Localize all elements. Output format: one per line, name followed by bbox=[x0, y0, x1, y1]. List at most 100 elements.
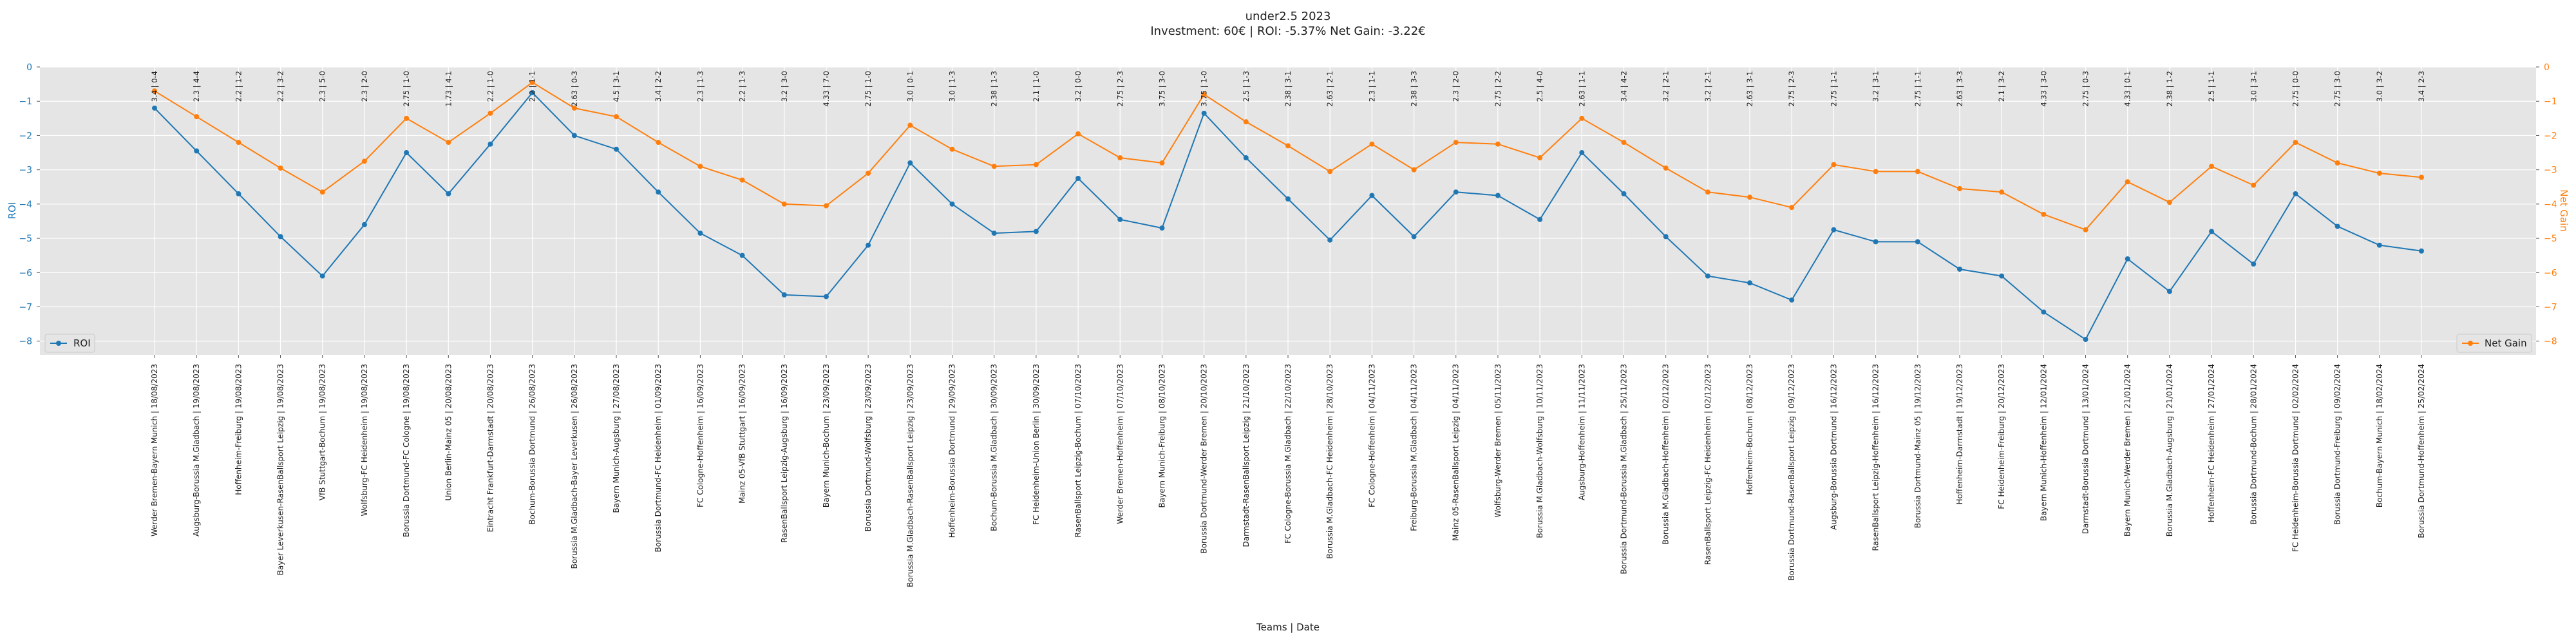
score-annotation: 2.5 | 4-0 bbox=[1535, 71, 1544, 102]
x-tick-label: Borussia Dortmund-Mainz 05 | 19/12/2023 bbox=[1913, 364, 1922, 528]
y-tick-left: −5 bbox=[19, 234, 32, 244]
x-tick-label: FC Cologne-Hoffenheim | 04/11/2023 bbox=[1367, 364, 1376, 507]
x-tick-label: Borussia Dortmund-FC Heidenheim | 01/09/… bbox=[654, 364, 663, 552]
net-gain-point bbox=[2209, 164, 2215, 169]
roi-point bbox=[446, 191, 451, 196]
net-gain-point bbox=[1243, 119, 1249, 125]
roi-point bbox=[2419, 248, 2424, 254]
roi-point bbox=[1621, 191, 1627, 196]
net-gain-point bbox=[1663, 165, 1669, 171]
score-annotation: 3.75 | 1-0 bbox=[1200, 71, 1209, 107]
net-gain-point bbox=[1915, 169, 1920, 175]
net-gain-point bbox=[1369, 141, 1375, 147]
roi-point bbox=[361, 222, 367, 227]
net-gain-point bbox=[2125, 179, 2130, 185]
score-annotation: 2.38 | 1-3 bbox=[990, 71, 999, 107]
net-gain-point bbox=[319, 189, 325, 195]
net-gain-point bbox=[1873, 169, 1879, 175]
y-tick-left: −1 bbox=[19, 97, 32, 107]
x-tick-label: RasenBallsport Leipzig-Hoffenheim | 16/1… bbox=[1871, 364, 1880, 551]
score-annotation: 2.38 | 3-3 bbox=[1410, 71, 1419, 107]
x-tick-label: Bochum-Bayern Munich | 18/02/2024 bbox=[2375, 364, 2384, 507]
score-annotation: 2.3 | 1-3 bbox=[696, 71, 705, 102]
x-tick-label: Borussia Dortmund-Wolfsburg | 23/09/2023 bbox=[864, 364, 873, 531]
score-annotation: 3.4 | 0-4 bbox=[150, 71, 159, 102]
roi-point bbox=[152, 105, 157, 111]
score-annotation: 2.5 | 1-3 bbox=[1242, 71, 1251, 102]
score-annotation: 2.2 | 1-0 bbox=[486, 71, 495, 102]
net-gain-point bbox=[2166, 200, 2172, 205]
net-gain-point bbox=[1453, 140, 1459, 146]
x-tick-label: Borussia M.Gladbach-RasenBallsport Leipz… bbox=[905, 364, 914, 587]
x-tick-label: Augsburg-Borussia M.Gladbach | 19/08/202… bbox=[192, 364, 201, 536]
roi-point bbox=[614, 146, 620, 152]
x-tick-label: Darmstadt-RasenBallsport Leipzig | 21/10… bbox=[1242, 364, 1251, 547]
net-gain-point bbox=[739, 177, 745, 183]
score-annotation: 2.38 | 3-1 bbox=[1283, 71, 1293, 107]
roi-point bbox=[1075, 175, 1081, 181]
y-tick-left: −8 bbox=[19, 337, 32, 347]
score-annotation: 3.0 | 3-1 bbox=[2249, 71, 2258, 102]
net-gain-point bbox=[571, 105, 577, 111]
score-annotation: 3.2 | 2-1 bbox=[1703, 71, 1712, 102]
x-tick-label: Borussia Dortmund-Werder Bremen | 20/10/… bbox=[1200, 364, 1209, 554]
roi-point bbox=[1999, 273, 2005, 279]
net-gain-point bbox=[1956, 185, 1962, 191]
y-tick-left: −4 bbox=[19, 200, 32, 210]
legend-roi: ROI bbox=[44, 334, 95, 353]
net-gain-point bbox=[991, 164, 997, 169]
roi-point bbox=[278, 234, 283, 240]
roi-point bbox=[1453, 189, 1459, 195]
y-axis-label-right: Net Gain bbox=[2558, 189, 2570, 232]
score-annotation: 2.75 | 2-3 bbox=[1115, 71, 1124, 107]
x-tick-label: Augsburg-Borussia Dortmund | 16/12/2023 bbox=[1829, 364, 1838, 530]
x-tick-label: FC Cologne-Hoffenheim | 16/09/2023 bbox=[696, 364, 705, 507]
net-gain-point bbox=[2083, 227, 2088, 232]
x-tick-label: Hoffenheim-Freiburg | 19/08/2023 bbox=[234, 364, 243, 495]
roi-point bbox=[2376, 242, 2382, 248]
x-tick-label: Hoffenheim-Darmstadt | 19/12/2023 bbox=[1955, 364, 1964, 504]
score-annotation: 2.2 | 1-2 bbox=[234, 71, 243, 102]
x-tick-label: Bayern Munich-Bochum | 23/09/2023 bbox=[822, 364, 831, 507]
net-gain-point bbox=[1747, 194, 1753, 200]
x-tick-label: Bayern Munich-Hoffenheim | 12/01/2024 bbox=[2039, 364, 2048, 521]
score-annotation: 2.3 | 2-0 bbox=[360, 71, 369, 102]
chart-subtitle: Investment: 60€ | ROI: -5.37% Net Gain: … bbox=[1150, 24, 1425, 38]
y-tick-right: −8 bbox=[2544, 337, 2557, 347]
net-gain-point bbox=[614, 114, 620, 120]
x-tick-label: Borussia Dortmund-FC Cologne | 19/08/202… bbox=[402, 364, 411, 537]
roi-point bbox=[1033, 229, 1039, 234]
roi-point bbox=[1201, 110, 1207, 116]
score-annotation: 3.0 | 3-2 bbox=[2375, 71, 2384, 102]
roi-point bbox=[1873, 239, 1879, 245]
labels-group: Werder Bremen-Bayern Munich | 18/08/2023… bbox=[150, 71, 2426, 587]
score-annotation: 3.0 | 0-1 bbox=[905, 71, 914, 102]
y-tick-right: −6 bbox=[2544, 268, 2557, 278]
y-tick-right: −7 bbox=[2544, 303, 2557, 313]
net-gain-point bbox=[1495, 141, 1501, 147]
roi-point bbox=[1117, 216, 1123, 222]
roi-point bbox=[991, 231, 997, 236]
score-annotation: 4.33 | 0-1 bbox=[2123, 71, 2132, 107]
score-annotation: 2.63 | 1-1 bbox=[1577, 71, 1586, 107]
score-annotation: 3.4 | 4-2 bbox=[1619, 71, 1628, 102]
y-tick-left: −6 bbox=[19, 268, 32, 278]
net-gain-point bbox=[152, 88, 157, 94]
x-tick-label: Borussia M.Gladbach-Hoffenheim | 02/12/2… bbox=[1662, 364, 1671, 545]
net-gain-point bbox=[1117, 155, 1123, 161]
roi-point bbox=[1956, 266, 1962, 272]
net-gain-point bbox=[2334, 160, 2340, 166]
x-tick-label: Hoffenheim-FC Heidenheim | 27/01/2024 bbox=[2207, 364, 2216, 522]
net-gain-point bbox=[1621, 140, 1627, 146]
net-gain-point bbox=[1537, 155, 1543, 161]
roi-point bbox=[236, 191, 242, 196]
x-tick-label: Borussia Dortmund-Bochum | 28/01/2024 bbox=[2249, 364, 2258, 525]
score-annotation: 2.3 | 2-0 bbox=[1452, 71, 1461, 102]
roi-point bbox=[866, 242, 871, 248]
score-annotation: 2.3 | 5-0 bbox=[318, 71, 327, 102]
score-annotation: 3.2 | 3-0 bbox=[780, 71, 789, 102]
score-annotation: 2.75 | 2-2 bbox=[1493, 71, 1502, 107]
roi-point bbox=[1705, 273, 1710, 279]
net-gain-point bbox=[529, 79, 535, 85]
score-annotation: 2.3 | 4-4 bbox=[192, 71, 201, 102]
